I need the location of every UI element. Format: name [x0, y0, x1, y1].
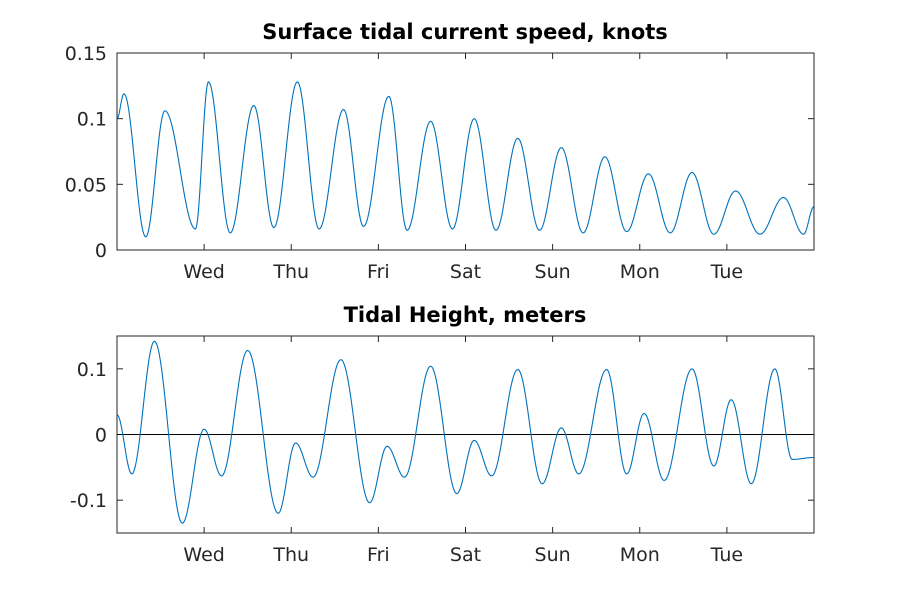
current-speed-x-tick-label: Thu — [272, 261, 309, 283]
current-speed-chart: Surface tidal current speed, knots 0 0.05… — [65, 20, 815, 283]
current-speed-x-tick-label: Fri — [367, 261, 390, 283]
tidal-height-y-tick-label: 0 — [95, 425, 107, 447]
tidal-height-x-tick-label: Fri — [367, 544, 390, 566]
tidal-height-x-tick-label: Sun — [535, 544, 571, 566]
tidal-height-y-tick-label: -0.1 — [70, 490, 107, 512]
tidal-height-x-tick-label: Sat — [450, 544, 481, 566]
tidal-height-x-ticks: Wed Thu Fri Sat Sun Mon Tue — [183, 336, 743, 566]
tidal-height-axes-box — [116, 335, 815, 534]
current-speed-x-tick-label: Mon — [620, 261, 660, 283]
tidal-height-x-tick-label: Wed — [183, 544, 224, 566]
current-speed-x-ticks: Wed Thu Fri Sat Sun Mon Tue — [183, 53, 743, 283]
current-speed-title: Surface tidal current speed, knots — [262, 20, 668, 44]
tidal-height-x-tick-label: Mon — [620, 544, 660, 566]
current-speed-x-tick-label: Tue — [710, 261, 743, 283]
current-speed-x-tick-label: Wed — [183, 261, 224, 283]
current-speed-y-tick-label: 0 — [95, 240, 107, 262]
tidal-height-title: Tidal Height, meters — [344, 303, 587, 327]
tidal-height-chart: Tidal Height, meters -0.1 0 0.1 Wed Thu Fri S… — [70, 303, 815, 566]
tidal-height-y-ticks: -0.1 0 0.1 — [70, 359, 814, 512]
current-speed-series-line — [116, 81, 815, 238]
current-speed-x-tick-label: Sun — [535, 261, 571, 283]
current-speed-y-tick-label: 0.15 — [65, 43, 107, 65]
tidal-height-x-tick-label: Thu — [272, 544, 309, 566]
current-speed-x-tick-label: Sat — [450, 261, 481, 283]
tidal-height-x-tick-label: Tue — [710, 544, 743, 566]
tidal-height-series-line — [116, 340, 815, 524]
current-speed-axes-box — [116, 52, 815, 251]
current-speed-y-tick-label: 0.1 — [77, 109, 107, 131]
tidal-height-y-tick-label: 0.1 — [77, 359, 107, 381]
current-speed-y-tick-label: 0.05 — [65, 174, 107, 196]
